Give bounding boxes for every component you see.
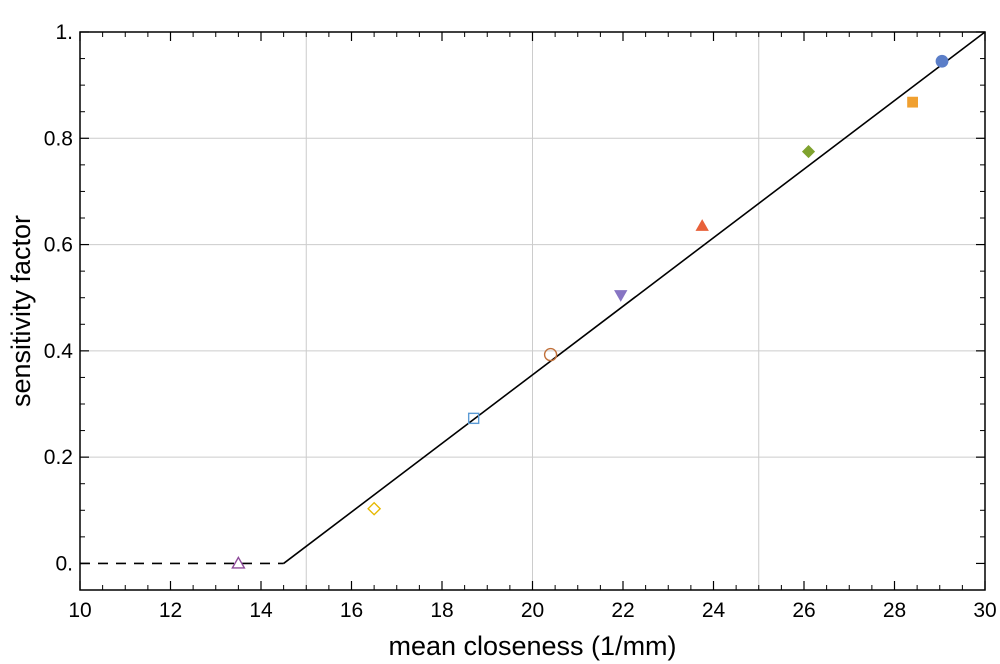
data-point: [935, 54, 949, 68]
y-tick-label: 0.: [55, 552, 73, 575]
data-point: [695, 219, 709, 231]
x-tick-label: 18: [430, 599, 453, 622]
x-tick-label: 16: [340, 599, 363, 622]
x-tick-label: 24: [702, 599, 726, 622]
x-tick-label: 12: [159, 599, 182, 622]
x-axis-title: mean closeness (1/mm): [388, 631, 676, 661]
x-tick-label: 30: [973, 599, 996, 622]
data-point: [367, 501, 382, 516]
y-tick-label: 1.: [55, 21, 73, 44]
x-tick-label: 14: [249, 599, 273, 622]
grid: [80, 32, 985, 590]
y-axis-title: sensitivity factor: [6, 215, 36, 407]
x-tick-label: 22: [611, 599, 634, 622]
data-point: [614, 290, 628, 302]
x-tick-labels: 10 12 14 16 18 20 22 24 26 28 30: [68, 599, 996, 622]
data-point: [467, 412, 480, 425]
y-tick-label: 0.8: [44, 127, 73, 150]
x-tick-label: 20: [521, 599, 544, 622]
axis-ticks: [79, 31, 986, 591]
y-tick-label: 0.2: [44, 446, 73, 469]
y-tick-label: 0.6: [44, 234, 73, 257]
data-points: [231, 54, 949, 569]
data-point: [543, 347, 558, 362]
x-tick-label: 10: [68, 599, 91, 622]
y-tick-label: 0.4: [44, 340, 74, 363]
fit-lines: [80, 31, 986, 565]
x-tick-label: 28: [883, 599, 906, 622]
data-point: [801, 145, 816, 159]
y-tick-labels: 0. 0.2 0.4 0.6 0.8 1.: [44, 21, 74, 575]
fit-line: [283, 31, 986, 565]
data-point: [907, 96, 918, 108]
x-tick-label: 26: [792, 599, 815, 622]
data-point: [231, 556, 246, 569]
